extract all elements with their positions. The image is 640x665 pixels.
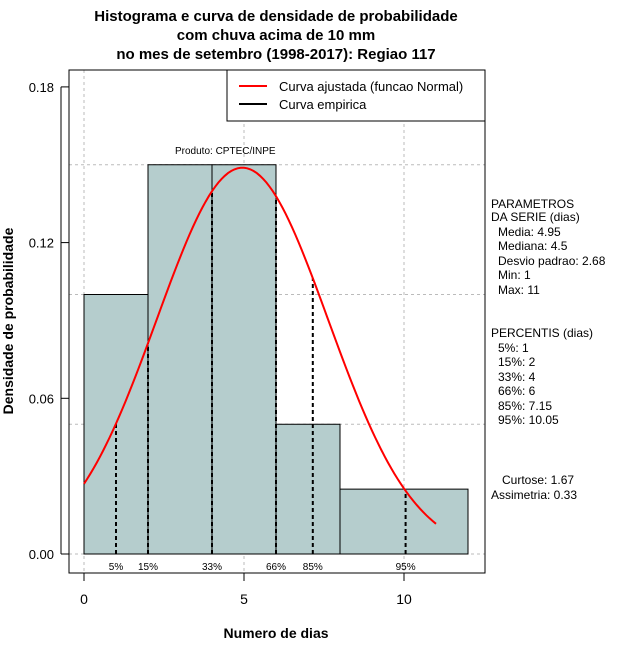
histogram-bar — [211, 164, 277, 555]
side-panel: PARAMETROS DA SERIE (dias) Media: 4.95 M… — [491, 197, 606, 502]
param-media: Media: 4.95 — [498, 225, 561, 239]
histogram-bar — [339, 488, 469, 555]
percentil-33: 33%: 4 — [498, 370, 536, 384]
histogram-bar — [147, 164, 213, 555]
y-tick-label: 0.18 — [29, 80, 54, 95]
percentil-95: 95%: 10.05 — [498, 413, 559, 427]
product-annotation: Produto: CPTEC/INPE — [175, 146, 276, 157]
x-axis-label: Numero de dias — [223, 625, 328, 641]
percentil-15: 15%: 2 — [498, 355, 536, 369]
percentile-label: 15% — [138, 562, 158, 573]
assimetria: Assimetria: 0.33 — [491, 488, 577, 502]
percentil-66: 66%: 6 — [498, 384, 536, 398]
percentis-title: PERCENTIS (dias) — [491, 326, 593, 340]
percentile-label: 33% — [202, 562, 222, 573]
legend-label-empirical: Curva empirica — [279, 97, 367, 112]
params-title-1: PARAMETROS — [491, 197, 574, 211]
percentil-85: 85%: 7.15 — [498, 399, 552, 413]
x-tick-label: 5 — [240, 591, 248, 607]
chart-title-line-2: com chuva acima de 10 mm — [177, 27, 375, 44]
legend: Curva ajustada (funcao Normal) Curva emp… — [226, 69, 486, 122]
chart-title-line-1: Histograma e curva de densidade de proba… — [94, 8, 457, 25]
percentile-label: 66% — [266, 562, 286, 573]
legend-label-fitted: Curva ajustada (funcao Normal) — [279, 79, 463, 94]
param-mediana: Mediana: 4.5 — [498, 239, 568, 253]
percentil-5: 5%: 1 — [498, 341, 529, 355]
params-title-2: DA SERIE (dias) — [491, 210, 580, 224]
percentile-label: 95% — [396, 562, 416, 573]
y-axis-label: Densidade de probabilidade — [0, 227, 16, 414]
x-tick-label: 10 — [396, 591, 412, 607]
histogram-bar — [275, 423, 341, 555]
normal-curve — [83, 166, 437, 525]
param-max: Max: 11 — [498, 283, 540, 297]
x-tick-label: 0 — [80, 591, 88, 607]
y-tick-label: 0.00 — [29, 547, 54, 562]
param-min: Min: 1 — [498, 268, 531, 282]
y-tick-label: 0.06 — [29, 391, 54, 406]
legend-box — [226, 69, 486, 122]
param-desvio: Desvio padrao: 2.68 — [498, 254, 606, 268]
y-tick-label: 0.12 — [29, 236, 54, 251]
percentile-label: 5% — [109, 562, 124, 573]
chart-title-line-3: no mes de setembro (1998-2017): Regiao 1… — [116, 46, 435, 63]
curtose: Curtose: 1.67 — [502, 473, 574, 487]
percentile-label: 85% — [303, 562, 323, 573]
